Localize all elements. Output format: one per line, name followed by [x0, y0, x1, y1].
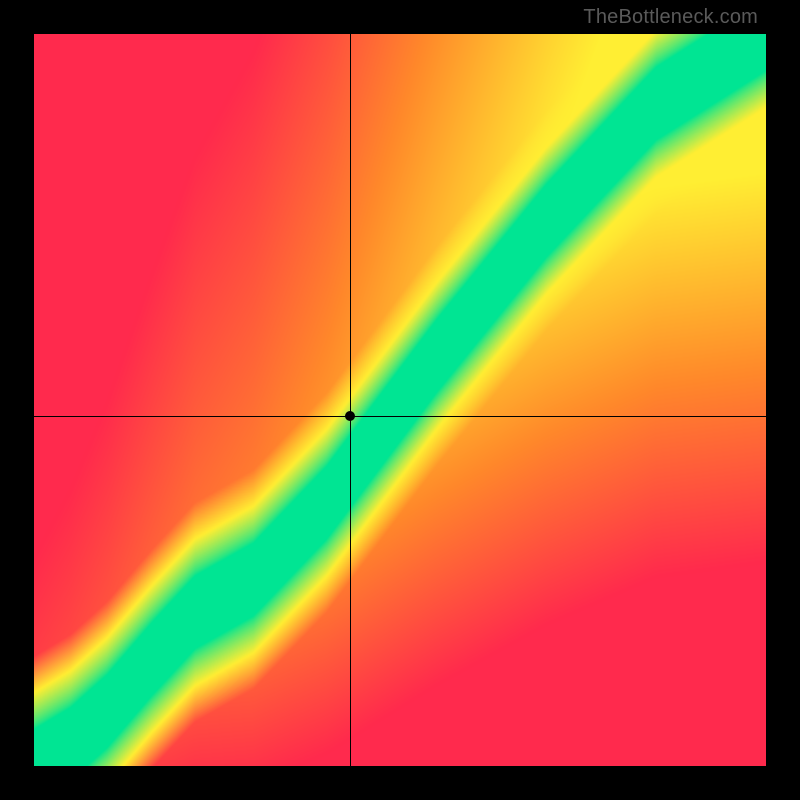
watermark-text: TheBottleneck.com [583, 6, 758, 29]
crosshair-vertical [350, 34, 351, 766]
crosshair-horizontal [34, 416, 766, 417]
crosshair-marker [345, 411, 355, 421]
heatmap-plot [34, 34, 766, 766]
heatmap-canvas [34, 34, 766, 766]
